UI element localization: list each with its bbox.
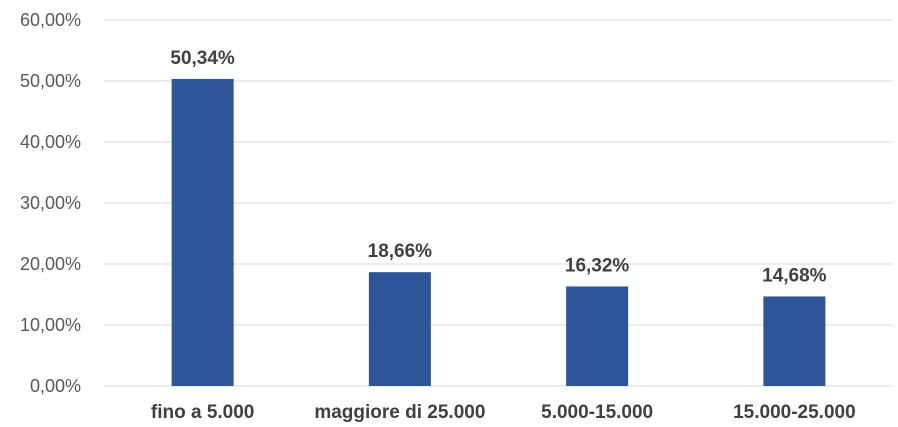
y-tick-label: 0,00%: [30, 376, 81, 396]
y-tick-label: 40,00%: [20, 132, 81, 152]
y-tick-label: 30,00%: [20, 193, 81, 213]
y-tick-label: 60,00%: [20, 10, 81, 30]
x-category-label: maggiore di 25.000: [314, 402, 485, 423]
bar-data-label: 18,66%: [368, 241, 433, 262]
data-labels: 50,34% 18,66% 16,32% 14,68%: [170, 48, 826, 287]
x-category-label: 15.000-25.000: [733, 402, 856, 423]
y-tick-label: 20,00%: [20, 254, 81, 274]
gridlines: [104, 19, 893, 387]
bar-data-label: 50,34%: [170, 48, 235, 69]
bar: [171, 78, 234, 387]
x-axis-category-labels: fino a 5.000 maggiore di 25.000 5.000-15.0…: [151, 402, 856, 423]
bar: [763, 296, 826, 386]
bar-data-label: 14,68%: [762, 265, 827, 286]
x-category-label: fino a 5.000: [151, 402, 255, 423]
bars: [171, 78, 826, 387]
y-axis-tick-labels: 0,00% 10,00% 20,00% 30,00% 40,00% 50,00% 60,00…: [20, 10, 81, 396]
bar: [368, 272, 431, 386]
y-tick-label: 50,00%: [20, 71, 81, 91]
bar-data-label: 16,32%: [565, 255, 630, 276]
bar: [566, 286, 629, 386]
x-category-label: 5.000-15.000: [541, 402, 653, 423]
y-tick-label: 10,00%: [20, 315, 81, 335]
